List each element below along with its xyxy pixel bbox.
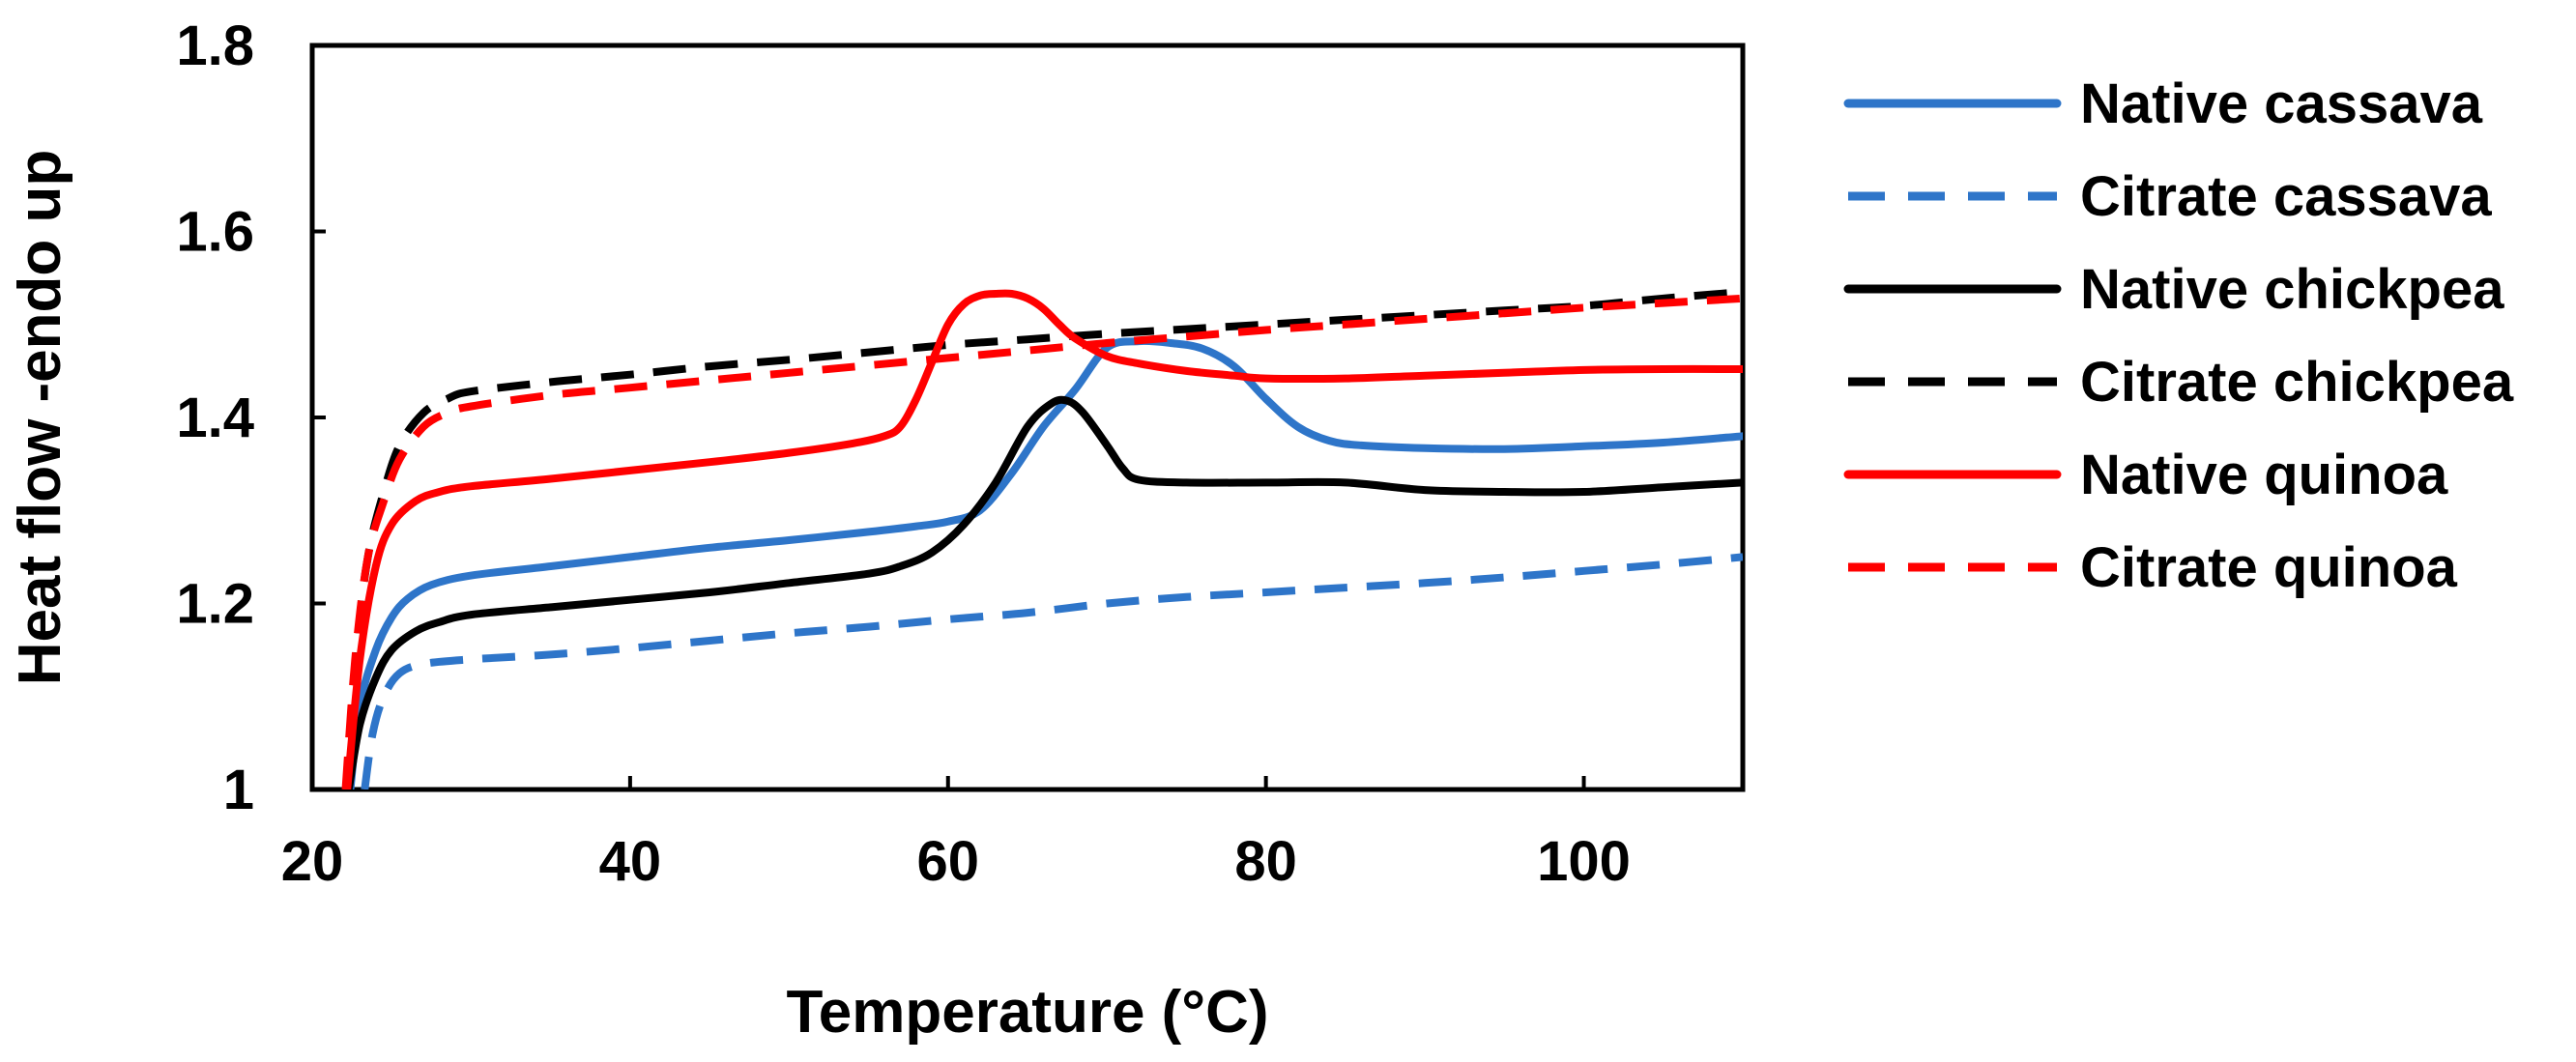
plot-area (309, 43, 1746, 792)
x-tick-label: 100 (1537, 830, 1631, 893)
y-axis-ticks: 1 1.2 1.4 1.6 1.8 (176, 14, 326, 821)
legend-label-native-chickpea: Native chickpea (2080, 258, 2504, 321)
x-axis-title: Temperature (°C) (786, 979, 1268, 1046)
x-tick-label: 40 (599, 830, 662, 893)
legend-label-citrate-chickpea: Citrate chickpea (2080, 351, 2514, 414)
y-tick-label: 1.4 (176, 387, 254, 449)
series-line-native-quinoa (343, 289, 1743, 789)
legend: Native cassava Citrate cassava Native chic… (1843, 72, 2514, 599)
x-axis-ticks: 20 40 60 80 100 (281, 776, 1631, 893)
legend-label-native-cassava: Native cassava (2080, 72, 2483, 135)
legend-label-citrate-quinoa: Citrate quinoa (2080, 536, 2458, 599)
y-tick-label: 1.2 (176, 573, 254, 636)
y-tick-label: 1 (223, 759, 254, 821)
x-tick-label: 20 (281, 830, 344, 893)
series-line-citrate-cassava (361, 553, 1743, 789)
y-axis-title: Heat flow -endo up (7, 150, 73, 686)
legend-label-native-quinoa: Native quinoa (2080, 444, 2448, 506)
y-tick-label: 1.6 (176, 201, 254, 264)
y-tick-label: 1.8 (176, 14, 254, 77)
series-line-native-cassava (346, 336, 1743, 789)
series-line-native-chickpea (344, 395, 1743, 789)
series-line-citrate-quinoa (341, 294, 1743, 789)
series-line-citrate-chickpea (343, 288, 1743, 789)
x-tick-label: 80 (1234, 830, 1297, 893)
legend-label-citrate-cassava: Citrate cassava (2080, 165, 2492, 228)
series-layer (341, 288, 1743, 789)
x-tick-label: 60 (917, 830, 980, 893)
